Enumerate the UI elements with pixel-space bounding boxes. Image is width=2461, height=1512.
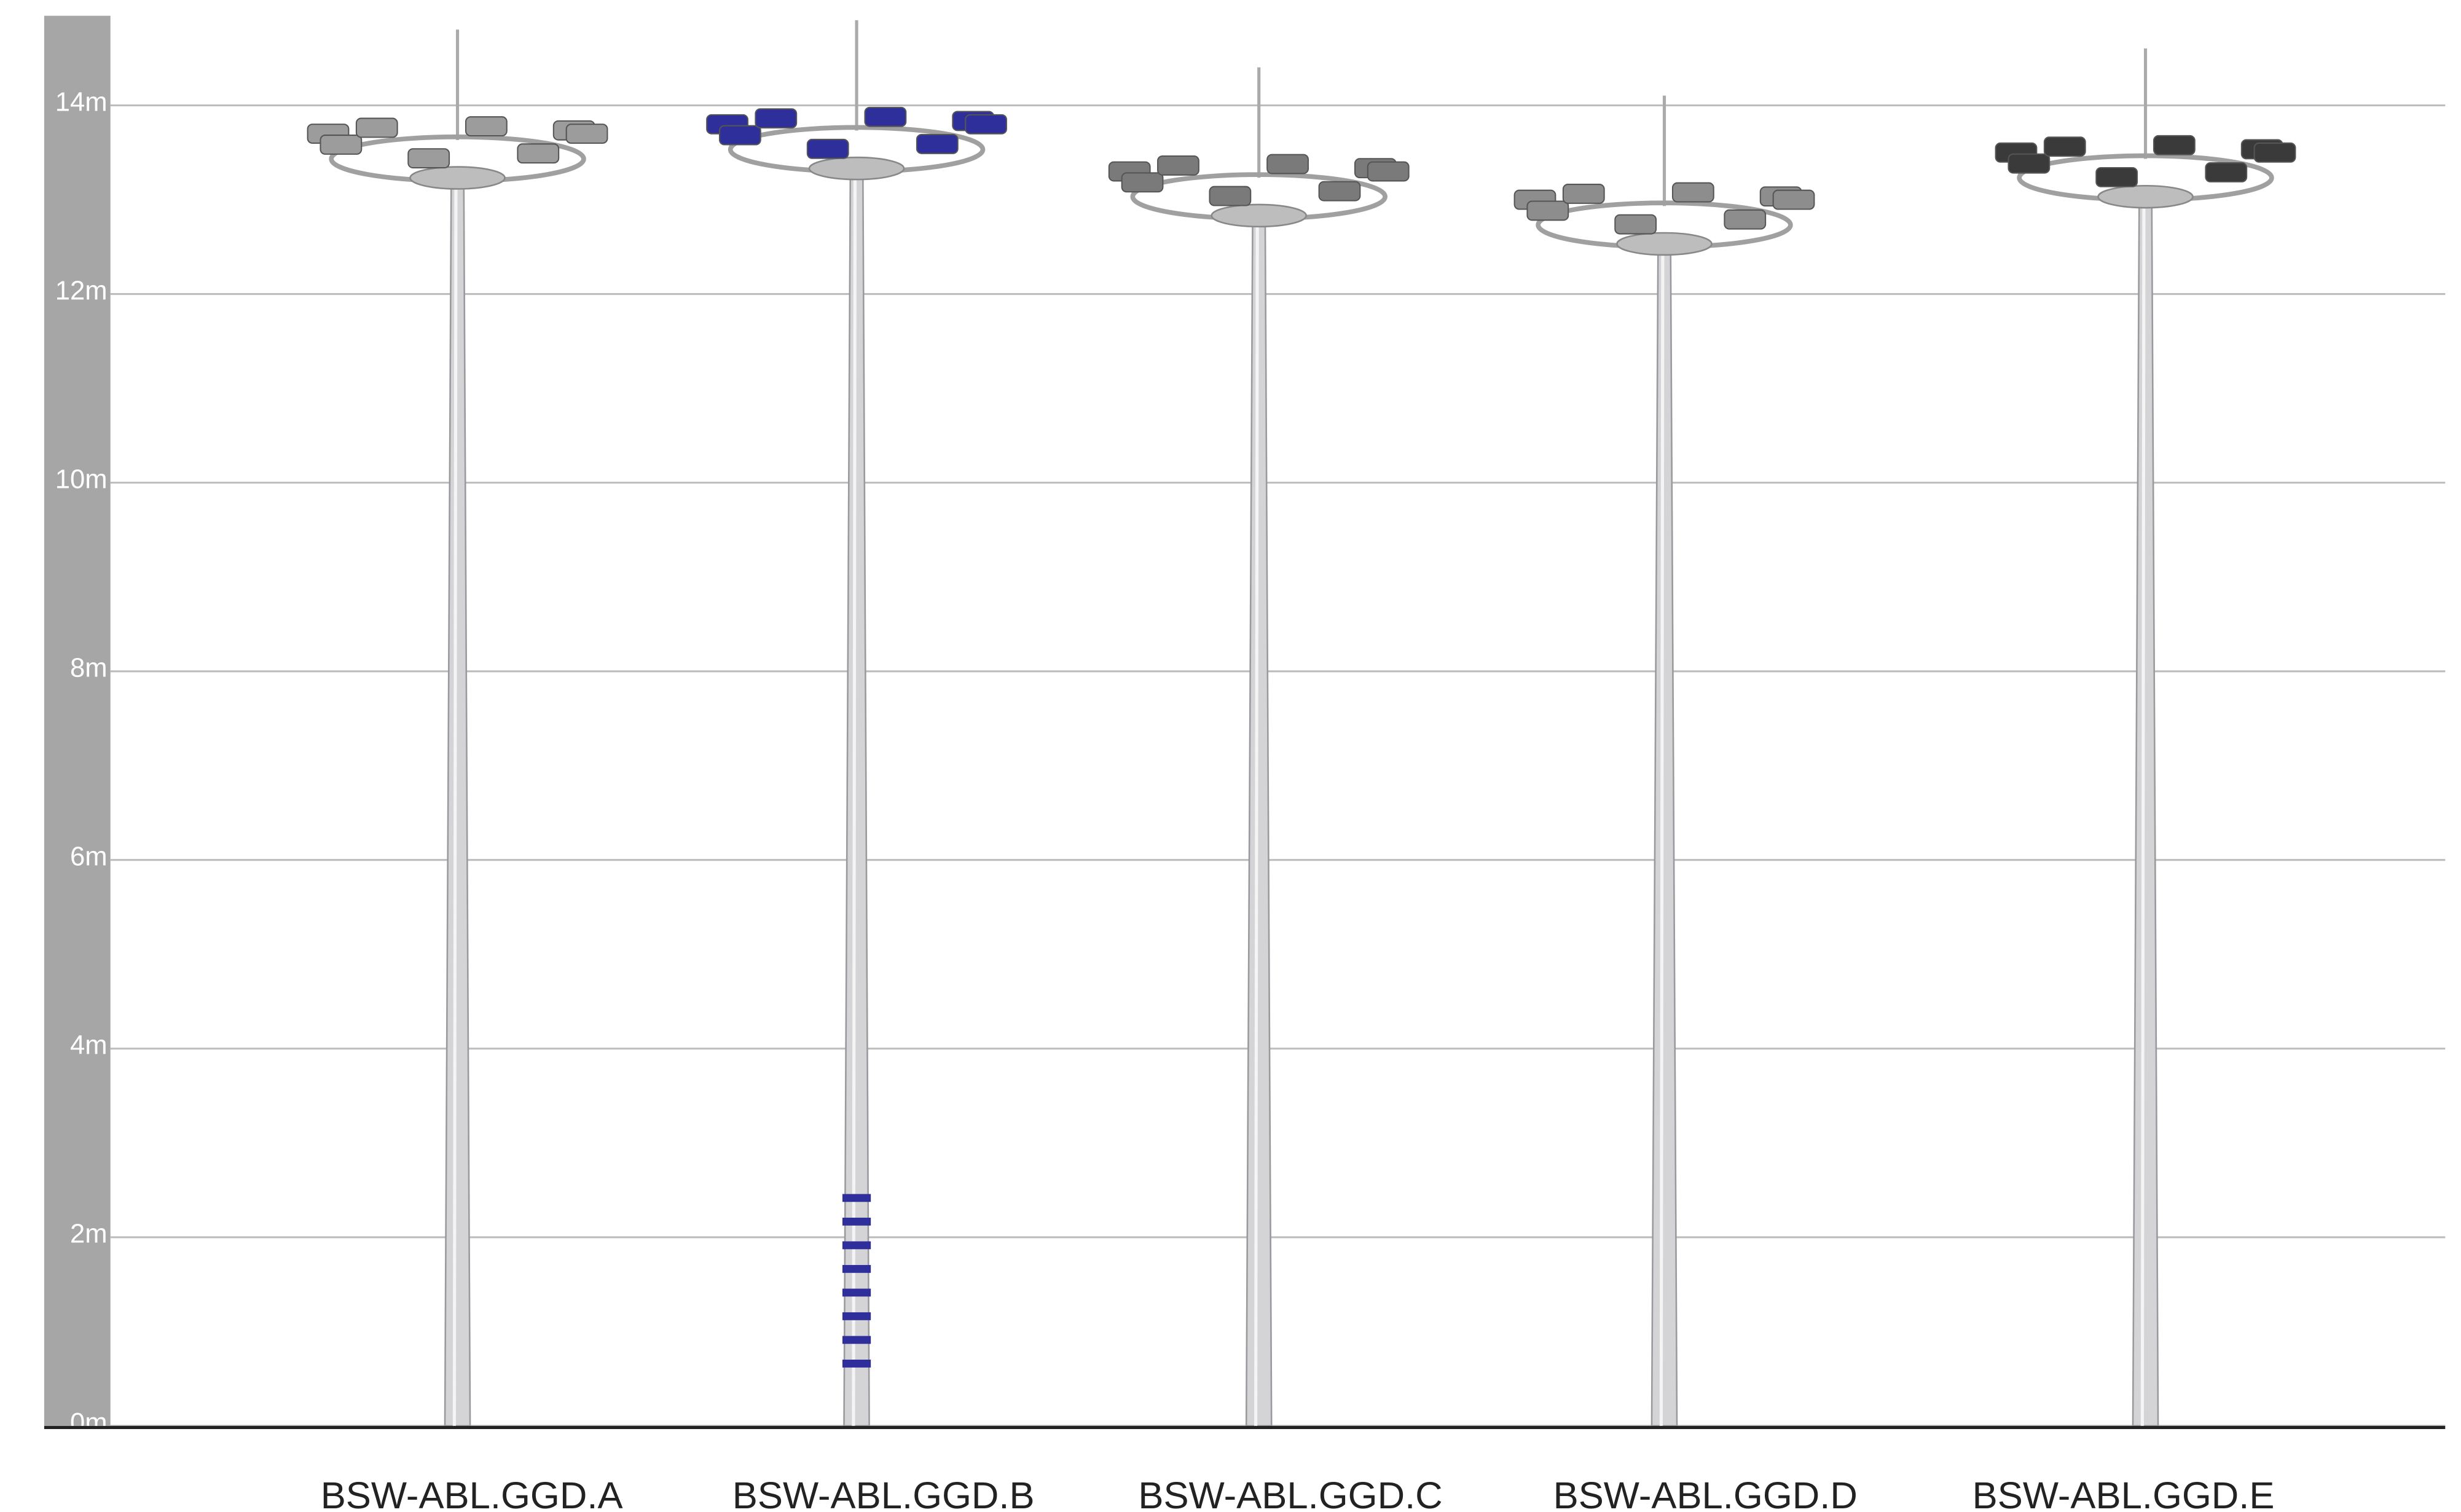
lamp (718, 125, 761, 146)
lamp (1562, 184, 1605, 204)
lamp (1772, 189, 1815, 210)
pole (706, 20, 1007, 1427)
y-tick-label: 14m (55, 87, 108, 117)
pole (1513, 95, 1815, 1427)
crown-base (1616, 232, 1713, 256)
pole-label: BSW-ABL.GGD.B (732, 1475, 1035, 1512)
lamp (755, 108, 798, 129)
pole-stripe (842, 1241, 871, 1250)
pole-shaft (444, 186, 471, 1427)
pole-highlight (852, 178, 857, 1426)
lamp (2153, 135, 2196, 155)
pole-stripe (842, 1336, 871, 1344)
lamp (565, 123, 608, 144)
lamp (806, 138, 849, 159)
pole-label: BSW-ABL.GGD.A (321, 1475, 623, 1512)
lamp (517, 143, 560, 164)
height-scale-band (44, 15, 111, 1426)
lamp (1266, 154, 1309, 174)
y-tick-label: 10m (55, 464, 108, 495)
pole-label: BSW-ABL.GGD.D (1553, 1475, 1858, 1512)
pole-highlight (452, 187, 458, 1426)
crown-base (808, 156, 905, 181)
lamp (2008, 153, 2051, 174)
poles (307, 20, 2296, 1427)
pole-highlight (2140, 206, 2146, 1426)
pole-shaft (843, 177, 870, 1427)
y-tick-label: 8m (70, 653, 108, 683)
pole-highlight (1254, 225, 1259, 1426)
lamp (407, 148, 450, 169)
lamp (1671, 182, 1714, 203)
lamp (916, 133, 959, 154)
grid: 0m 2m 4m 6m 8m 10m 12m 14m (55, 87, 2446, 1438)
crown-base (409, 166, 506, 190)
lamp (1157, 155, 1199, 176)
y-tick-label: 12m (55, 276, 108, 306)
pole-highlight (1659, 253, 1665, 1426)
lamp (2253, 142, 2296, 163)
pole-stripe (842, 1194, 871, 1202)
pole-label: BSW-ABL.GGD.E (1972, 1475, 2275, 1512)
lamp (1209, 186, 1252, 206)
lamp (1367, 161, 1410, 182)
lamp (1318, 181, 1361, 202)
lamp (965, 114, 1007, 135)
y-tick-label: 4m (70, 1030, 108, 1060)
pole-stripe (842, 1217, 871, 1226)
y-tick-label: 2m (70, 1219, 108, 1249)
pole-shaft (1245, 224, 1273, 1427)
crown-base (2097, 184, 2194, 209)
lamp (320, 135, 363, 155)
pole-shaft (1650, 253, 1678, 1427)
lamp (355, 117, 398, 138)
lamp (465, 116, 508, 137)
pole-stripe (842, 1312, 871, 1320)
lamp (2095, 166, 2138, 187)
lamp (2043, 136, 2086, 157)
pole-stripe (842, 1360, 871, 1368)
pole (307, 29, 608, 1427)
lamp (2205, 162, 2248, 182)
lamp (1526, 200, 1569, 221)
y-tick-label: 6m (70, 842, 108, 872)
pole-stripe (842, 1288, 871, 1297)
pole (1995, 48, 2296, 1427)
pole-stripe (842, 1264, 871, 1273)
pole-shaft (2132, 205, 2159, 1427)
pole (1108, 67, 1410, 1427)
lamp (864, 106, 907, 127)
pole-label: BSW-ABL.GGD.C (1138, 1475, 1442, 1512)
lamp (1121, 172, 1164, 193)
crown-base (1211, 203, 1308, 228)
lamp (1724, 209, 1767, 230)
y-tick-label: 0m (70, 1408, 108, 1438)
lamp (1614, 214, 1657, 235)
